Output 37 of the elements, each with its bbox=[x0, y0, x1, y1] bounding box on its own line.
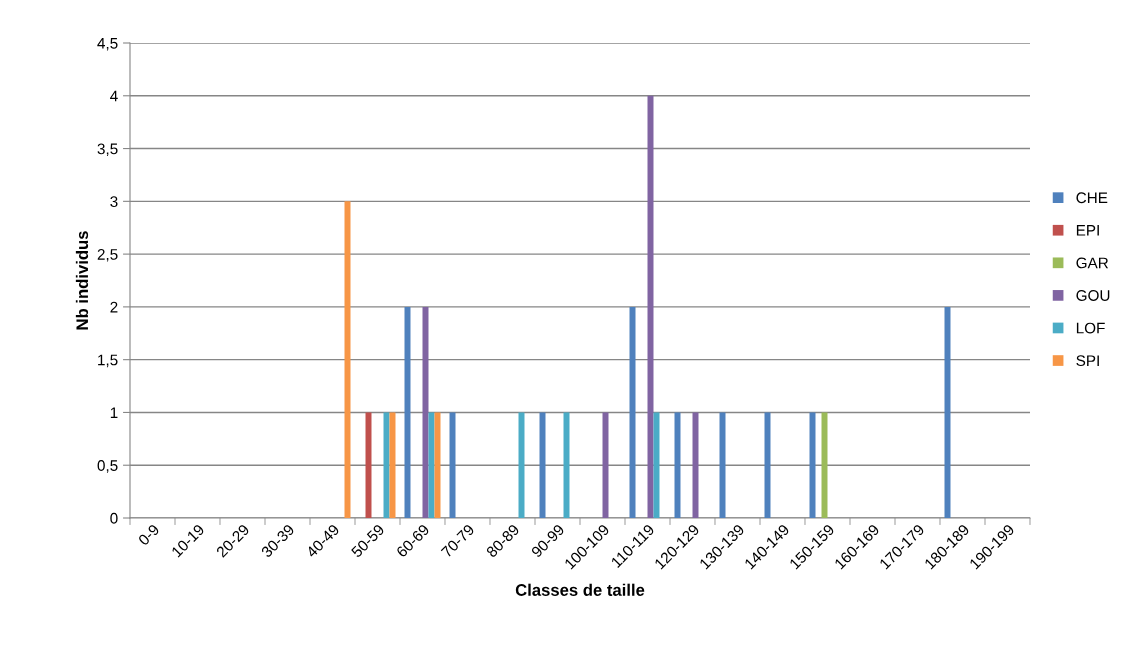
y-tick-label: 1,5 bbox=[98, 354, 118, 368]
y-tick-label: 3 bbox=[110, 196, 118, 208]
legend-label: SPI bbox=[1076, 355, 1099, 367]
bar bbox=[428, 412, 435, 518]
bar bbox=[539, 412, 546, 518]
x-axis-title: Classes de taille bbox=[515, 583, 645, 596]
legend-label: CHE bbox=[1076, 192, 1108, 204]
y-axis-title: Nb individus bbox=[75, 231, 89, 330]
bar bbox=[365, 412, 372, 518]
y-tick-label: 4,5 bbox=[97, 38, 118, 51]
bar bbox=[383, 412, 390, 518]
bar bbox=[344, 201, 351, 518]
y-tick-label: 3,5 bbox=[97, 143, 118, 157]
bar bbox=[629, 306, 636, 518]
bar bbox=[518, 412, 525, 518]
bar bbox=[692, 412, 699, 518]
bar bbox=[821, 412, 828, 518]
bar bbox=[602, 412, 609, 518]
bar bbox=[434, 412, 441, 518]
bar bbox=[719, 412, 726, 518]
legend-label: GOU bbox=[1076, 290, 1110, 301]
bar bbox=[404, 306, 411, 518]
y-tick-label: 2,5 bbox=[97, 248, 118, 262]
y-tick-label: 0,5 bbox=[97, 460, 118, 473]
y-tick-label: 1 bbox=[110, 407, 118, 418]
bar bbox=[653, 412, 660, 518]
y-tick-label: 2 bbox=[110, 301, 118, 313]
bar bbox=[944, 306, 951, 518]
x-tick-label: 0-9 bbox=[137, 523, 160, 546]
y-tick-label: 4 bbox=[110, 90, 118, 102]
legend-label: EPI bbox=[1076, 225, 1099, 236]
bar bbox=[563, 412, 570, 518]
legend-label: GAR bbox=[1076, 257, 1109, 269]
y-tick-label: 0 bbox=[110, 512, 118, 524]
legend-label: LOF bbox=[1076, 322, 1105, 334]
bar bbox=[389, 412, 396, 518]
bar bbox=[764, 412, 771, 518]
